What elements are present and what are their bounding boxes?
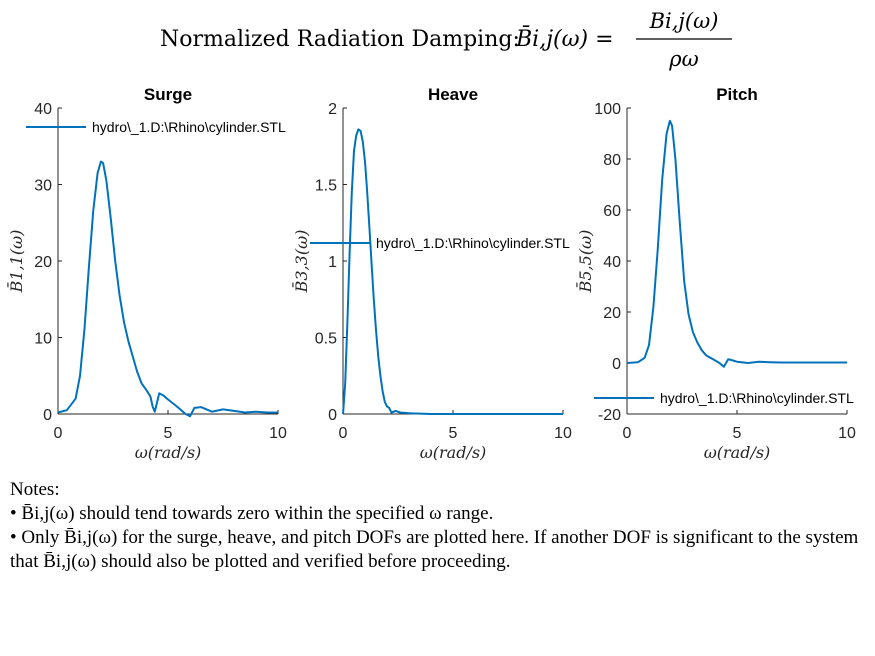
surge-y-label: B̄1,1(ω) <box>5 230 26 294</box>
pitch-y-label: B̄5,5(ω) <box>574 230 595 294</box>
pitch-panel: 0 5 10-20020406080100Pitchω(rad/s)B̄5,5(ω)… <box>574 85 856 462</box>
figure-title-numerator: Bi,j(ω) <box>649 9 719 33</box>
surge-x-tick-label: 0 <box>54 425 63 442</box>
figure-title: Normalized Radiation Damping: B̄i,j(ω) =… <box>160 9 732 71</box>
heave-y-tick-label: 1 <box>328 254 337 271</box>
surge-plot-area <box>58 108 278 414</box>
heave-x-tick-label: 5 <box>449 425 458 442</box>
heave-legend-label: hydro\_1.D:\Rhino\cylinder.STL <box>376 235 570 251</box>
heave-y-tick-label: 2 <box>328 101 337 118</box>
surge-y-tick-label: 0 <box>43 407 52 424</box>
pitch-x-label: ω(rad/s) <box>704 443 771 462</box>
pitch-y-tick-label: 60 <box>603 203 621 220</box>
heave-y-tick-label: 0.5 <box>315 331 337 348</box>
pitch-title: Pitch <box>716 85 758 104</box>
heave-x-tick-label: 0 <box>339 425 348 442</box>
heave-title: Heave <box>428 85 478 104</box>
pitch-y-tick-label: 0 <box>612 356 621 373</box>
heave-y-tick-label: 0 <box>328 407 337 424</box>
surge-panel: 0 5 10 0 10 20 30 40 Surge ω(rad/s) B̄1,1(ω) hydro\… <box>5 85 287 462</box>
notes-heading: Notes: <box>10 479 60 500</box>
pitch-legend-label: hydro\_1.D:\Rhino\cylinder.STL <box>660 390 854 406</box>
surge-x-label: ω(rad/s) <box>135 443 202 462</box>
pitch-y-tick-label: 100 <box>594 101 621 118</box>
heave-panel: 0 5 10 0 0.5 1 1.5 2 Heave ω(rad/s) B̄3,3(ω) hydro\… <box>290 85 572 462</box>
pitch-y-tick-label: -20 <box>598 407 621 424</box>
heave-y-label: B̄3,3(ω) <box>290 230 311 294</box>
pitch-x-tick-label: 10 <box>838 425 856 442</box>
pitch-y-tick-label: 20 <box>603 305 621 322</box>
notes-section: Notes: • B̄i,j(ω) should tend towards ze… <box>10 478 870 574</box>
notes-line-1: • B̄i,j(ω) should tend towards zero with… <box>10 503 494 524</box>
heave-y-tick-label: 1.5 <box>315 178 337 195</box>
pitch-series-line <box>626 119 847 368</box>
surge-legend-label: hydro\_1.D:\Rhino\cylinder.STL <box>92 119 286 135</box>
heave-plot-area <box>343 108 563 414</box>
pitch-y-tick-label: 80 <box>603 152 621 169</box>
surge-series-line <box>57 160 278 418</box>
figure-title-lhs: B̄i,j(ω) = <box>515 25 614 52</box>
pitch-x-tick-label: 5 <box>733 425 742 442</box>
figure: Normalized Radiation Damping: B̄i,j(ω) =… <box>5 9 856 462</box>
heave-series-line <box>342 128 563 415</box>
pitch-plot-area <box>627 108 847 414</box>
surge-y-tick-label: 30 <box>34 178 52 195</box>
surge-y-tick-label: 40 <box>34 101 52 118</box>
surge-x-tick-label: 10 <box>269 425 287 442</box>
heave-x-tick-label: 10 <box>554 425 572 442</box>
notes-line-2: • Only B̄i,j(ω) for the surge, heave, an… <box>10 527 859 572</box>
heave-x-label: ω(rad/s) <box>420 443 487 462</box>
pitch-x-tick-label: 0 <box>623 425 632 442</box>
surge-y-tick-label: 20 <box>34 254 52 271</box>
surge-x-tick-label: 5 <box>164 425 173 442</box>
surge-title: Surge <box>144 85 192 104</box>
surge-y-tick-label: 10 <box>34 331 52 348</box>
figure-title-denominator: ρω <box>668 47 698 71</box>
figure-title-prefix: Normalized Radiation Damping: <box>160 27 520 52</box>
pitch-y-tick-label: 40 <box>603 254 621 271</box>
